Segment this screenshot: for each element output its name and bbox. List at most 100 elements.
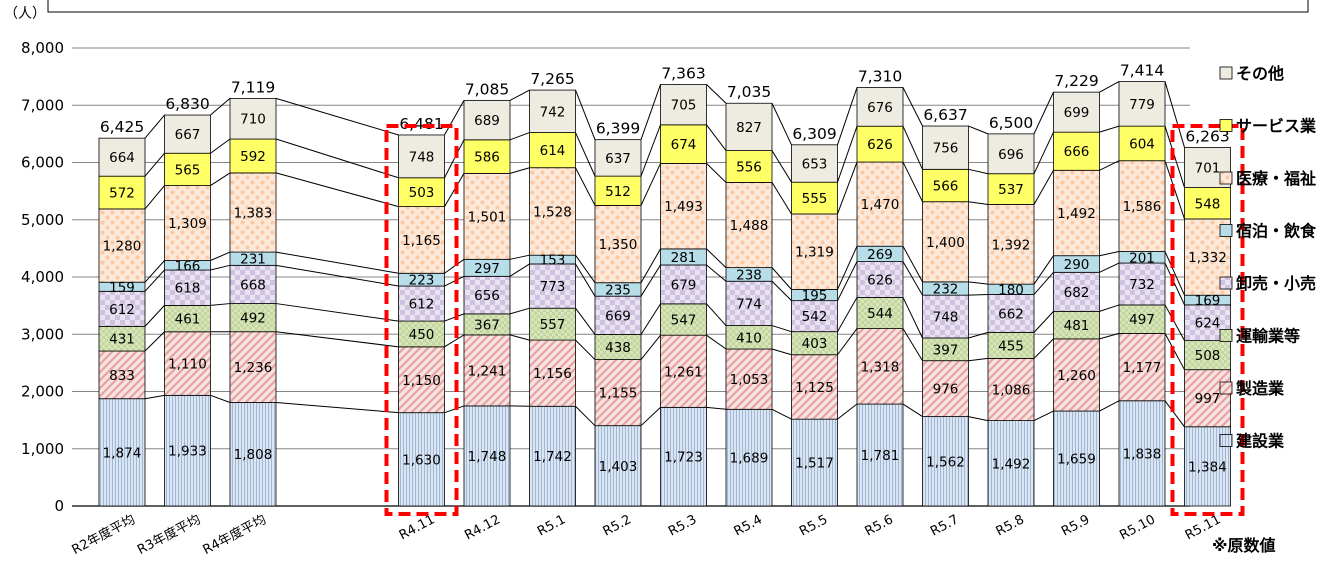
segment-label: 773: [540, 279, 566, 295]
bar-segment: [229, 402, 277, 507]
segment-label: 742: [540, 104, 566, 120]
segment-label: 1,874: [103, 445, 142, 461]
connector-line: [444, 100, 465, 136]
connector-lines: [144, 81, 1185, 428]
connector-line: [275, 303, 399, 322]
connector-line: [1164, 251, 1185, 296]
segment-label: 1,501: [468, 209, 507, 225]
highlight-box: [384, 124, 459, 516]
segment-label: 682: [1064, 285, 1090, 301]
segment-label: 637: [605, 151, 631, 167]
connector-line: [575, 307, 596, 335]
segment-label: 1,517: [795, 456, 834, 472]
x-tick-label: R5.7: [928, 512, 961, 539]
x-tick-label: R4.11: [397, 512, 438, 543]
bar-segment: [229, 138, 277, 174]
segment-label: 612: [409, 297, 435, 313]
connector-line: [1164, 81, 1185, 148]
connector-line: [1164, 262, 1185, 306]
segment-label: 159: [109, 280, 135, 296]
bar-segment: [594, 295, 642, 335]
connector-line: [509, 307, 530, 315]
bar-segment: [1118, 400, 1166, 507]
x-tick-label: R4年度平均: [200, 511, 269, 558]
connector-line: [1033, 271, 1054, 295]
segment-label: 1,261: [664, 364, 703, 380]
connector-line: [968, 331, 989, 339]
bar-segment: [987, 204, 1035, 285]
total-label: 6,500: [989, 114, 1033, 132]
legend-swatch: [1219, 119, 1233, 132]
connector-line: [444, 258, 465, 274]
segment-label: 1,236: [234, 360, 273, 376]
segment-label: 1,723: [664, 450, 703, 466]
connector-line: [706, 406, 727, 410]
bar-segment: [660, 84, 707, 126]
connector-line: [771, 103, 792, 146]
connector-line: [444, 275, 465, 287]
bar-segment: [164, 152, 211, 186]
segment-label: 281: [671, 250, 697, 266]
total-label: 7,265: [530, 70, 574, 88]
segment-label: 542: [802, 309, 828, 325]
segment-label: 710: [240, 112, 266, 128]
bar-segment: [229, 172, 277, 253]
connector-line: [1099, 332, 1120, 340]
y-tick-label: 4,000: [21, 268, 64, 286]
connector-line: [837, 161, 858, 215]
connector-line: [509, 254, 530, 260]
segment-label: 1,280: [103, 239, 142, 255]
legend-swatch: [1219, 434, 1233, 447]
connector-line: [509, 167, 530, 174]
connector-line: [1099, 81, 1120, 93]
connector-line: [837, 245, 858, 290]
connector-line: [275, 138, 399, 179]
legend-swatch: [1219, 381, 1233, 395]
segment-label: 1,808: [234, 447, 273, 463]
segment-label: 1,403: [599, 459, 638, 475]
connector-line: [968, 416, 989, 422]
highlight-box: [1170, 124, 1245, 516]
segment-label: 774: [736, 296, 762, 312]
segment-label: 1,155: [599, 386, 638, 402]
total-label: 6,309: [792, 125, 836, 143]
connector-line: [144, 260, 165, 283]
connector-line: [640, 84, 661, 140]
y-axis-unit: （人）: [4, 6, 46, 22]
connector-line: [902, 297, 923, 339]
segment-label: 779: [1129, 97, 1155, 113]
bar-segment: [229, 303, 277, 333]
segment-label: 1,383: [234, 206, 273, 222]
segment-label: 668: [240, 277, 266, 293]
segment-label: 1,659: [1057, 452, 1096, 468]
segment-label: 701: [1195, 161, 1221, 177]
segment-label: 410: [736, 330, 762, 346]
segment-label: 1,241: [468, 363, 507, 379]
bar-segment: [1053, 169, 1100, 257]
segment-label: 508: [1195, 348, 1221, 364]
segment-label: 1,319: [795, 245, 834, 261]
segment-label: 1,125: [795, 380, 834, 396]
bar-segment: [594, 425, 642, 507]
connector-line: [575, 132, 596, 177]
bar-segment: [1053, 410, 1100, 507]
segment-label: 290: [1064, 257, 1090, 273]
total-label: 7,414: [1120, 62, 1164, 80]
bar-segment: [463, 405, 511, 507]
x-tick-label: R4.12: [462, 512, 503, 543]
segment-label: 1,400: [926, 235, 965, 251]
segment-label: 1,150: [402, 373, 441, 389]
segment-label: 169: [1195, 293, 1221, 309]
segment-label: 481: [1064, 318, 1090, 334]
connector-line: [509, 89, 530, 101]
segment-label: 1,470: [861, 197, 900, 213]
connector-line: [902, 261, 923, 296]
y-tick-label: 6,000: [21, 154, 64, 172]
bar-segment: [725, 102, 773, 151]
segment-label: 231: [240, 252, 266, 268]
total-label: 6,637: [923, 106, 967, 124]
bar-segment: [594, 359, 642, 427]
segment-label: 689: [474, 113, 500, 129]
bar-segment: [725, 408, 773, 507]
connector-line: [210, 303, 231, 306]
